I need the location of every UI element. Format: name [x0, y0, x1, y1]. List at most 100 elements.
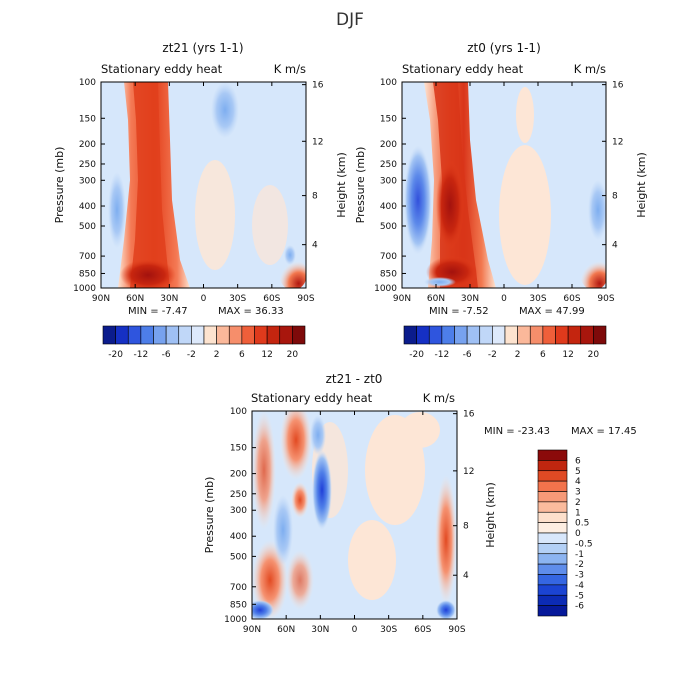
panel-units-label: K m/s	[423, 391, 455, 405]
colorbar-label: 2	[575, 498, 581, 508]
y-tick-label: 150	[380, 114, 397, 124]
field-peach-patch	[348, 520, 396, 600]
field-negative-patch	[211, 82, 239, 138]
height-tick-label: 8	[463, 522, 469, 532]
y-tick-label: 300	[79, 176, 96, 186]
min-label: MIN = -7.47	[128, 306, 188, 317]
colorbar-box	[537, 605, 568, 617]
colorbar-box	[254, 325, 268, 345]
x-tick-label: 90S	[297, 294, 314, 304]
y-axis-label: Pressure (mb)	[203, 477, 216, 554]
height-tick-label: 12	[312, 137, 323, 147]
colorbar-box	[537, 594, 568, 606]
colorbar-label: 12	[261, 350, 272, 360]
colorbar-label: -6	[575, 602, 584, 612]
colorbar-box	[191, 325, 205, 345]
colorbar-label: 0	[575, 529, 581, 539]
colorbar-box	[279, 325, 293, 345]
panel-title: zt21 (yrs 1-1)	[162, 41, 243, 55]
panel-left-label: Stationary eddy heat	[251, 391, 373, 405]
colorbar-box	[537, 563, 568, 575]
colorbar-label: 5	[575, 467, 581, 477]
max-label: MAX = 47.99	[519, 306, 585, 317]
field-negative-patch	[424, 277, 456, 287]
min-label: MIN = -7.52	[429, 306, 489, 317]
field-negative-patch	[284, 245, 296, 265]
colorbar-label: 6	[239, 350, 245, 360]
field-peach-patch	[195, 160, 235, 270]
colorbar-box	[178, 325, 192, 345]
field-negative-patch	[404, 145, 432, 255]
y-axis-right-label: Height (km)	[635, 152, 648, 218]
panel-left-label: Stationary eddy heat	[101, 62, 223, 76]
y-tick-label: 400	[230, 532, 247, 542]
colorbar-label: -20	[409, 350, 424, 360]
colorbar-box	[537, 511, 568, 523]
colorbar-box	[537, 449, 568, 461]
colorbar-label: 6	[540, 350, 546, 360]
colorbar-label: -12	[435, 350, 450, 360]
colorbar-box	[537, 491, 568, 503]
colorbar-box	[153, 325, 167, 345]
figure-title: DJF	[336, 10, 364, 30]
min-label: MIN = -23.43	[484, 426, 550, 437]
x-tick-label: 30N	[160, 294, 178, 304]
x-tick-label: 30S	[529, 294, 546, 304]
colorbar-label: -0.5	[575, 539, 593, 549]
colorbar-box	[537, 501, 568, 513]
colorbar-label: -12	[134, 350, 149, 360]
colorbar-box	[216, 325, 230, 345]
colorbar-box	[115, 325, 129, 345]
colorbar-box	[537, 543, 568, 555]
field-peach-patch	[499, 145, 551, 285]
field-positive-corner	[580, 258, 606, 288]
colorbar-box	[517, 325, 531, 345]
field-negative-patch	[108, 172, 126, 248]
colorbar-label: -5	[575, 591, 584, 601]
x-tick-label: 90N	[393, 294, 411, 304]
field-positive-patch	[286, 550, 314, 610]
max-label: MAX = 36.33	[218, 306, 284, 317]
y-tick-label: 300	[380, 176, 397, 186]
panel-zt0: zt0 (yrs 1-1) Stationary eddy heat K m/s…	[354, 41, 648, 360]
colorbar-label: -6	[162, 350, 171, 360]
height-tick-label: 8	[312, 192, 318, 202]
colorbar-label: 0.5	[575, 519, 589, 529]
colorbar-label: 2	[515, 350, 521, 360]
colorbar-label: -6	[463, 350, 472, 360]
colorbar-box	[466, 325, 481, 345]
colorbar-box	[504, 325, 518, 345]
colorbar-box	[580, 325, 594, 345]
colorbar-label: 20	[287, 350, 299, 360]
height-tick-label: 4	[463, 571, 469, 581]
colorbar-box	[241, 325, 255, 345]
x-tick-label: 90N	[92, 294, 110, 304]
y-tick-label: 400	[380, 202, 397, 212]
x-tick-label: 90S	[448, 625, 465, 635]
panel-difference: zt21 - zt0 Stationary eddy heat K m/s Pr…	[203, 372, 637, 635]
colorbar-box	[454, 325, 468, 345]
colorbar-box	[266, 325, 281, 345]
colorbar-label: 2	[214, 350, 220, 360]
x-tick-label: 30N	[461, 294, 479, 304]
colorbar-box	[555, 325, 569, 345]
y-axis-right-label: Height (km)	[484, 482, 497, 548]
y-tick-label: 1000	[73, 284, 96, 294]
y-tick-label: 250	[230, 490, 247, 500]
field-peach-patch	[400, 412, 440, 448]
x-tick-label: 60S	[414, 625, 431, 635]
y-tick-label: 850	[230, 600, 247, 610]
y-tick-label: 100	[79, 78, 96, 88]
y-tick-label: 200	[380, 140, 397, 150]
height-tick-label: 4	[612, 241, 618, 251]
x-tick-label: 90S	[597, 294, 614, 304]
panel-title: zt21 - zt0	[326, 372, 383, 386]
field-positive-patch	[280, 411, 312, 480]
colorbar-box	[165, 325, 180, 345]
y-tick-label: 250	[380, 160, 397, 170]
x-tick-label: 0	[352, 625, 358, 635]
panel-title: zt0 (yrs 1-1)	[467, 41, 541, 55]
field-positive-patch	[291, 482, 309, 518]
colorbar-label: -20	[108, 350, 123, 360]
x-tick-label: 60N	[126, 294, 144, 304]
